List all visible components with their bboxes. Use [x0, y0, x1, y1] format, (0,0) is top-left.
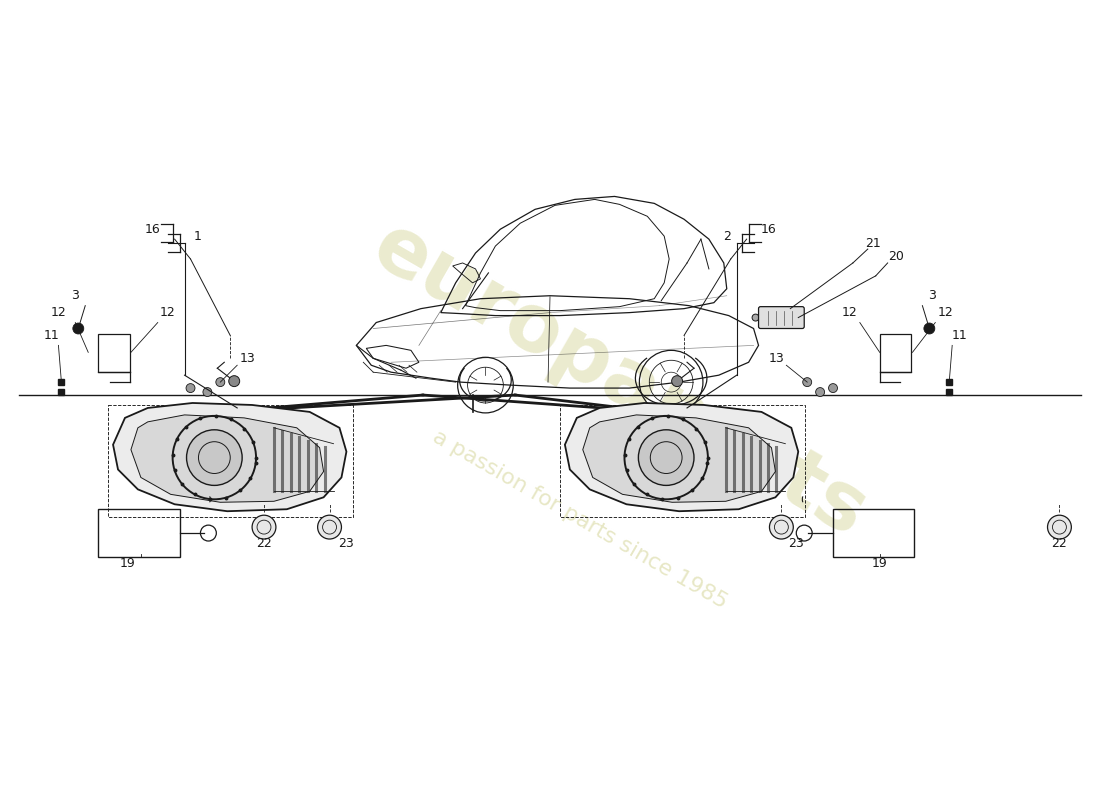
Polygon shape [131, 415, 323, 502]
Polygon shape [583, 415, 775, 502]
Circle shape [815, 387, 825, 397]
Text: 23: 23 [339, 538, 354, 550]
Polygon shape [113, 403, 346, 511]
Text: 21: 21 [865, 237, 881, 250]
Text: 11: 11 [44, 329, 59, 342]
Circle shape [1047, 515, 1071, 539]
Text: europaparts: europaparts [359, 207, 880, 554]
Text: 22: 22 [1052, 538, 1067, 550]
Circle shape [828, 384, 837, 393]
Circle shape [770, 515, 793, 539]
Text: 3: 3 [72, 290, 79, 302]
Text: 13: 13 [239, 352, 255, 365]
Text: 13: 13 [769, 352, 784, 365]
Text: 11: 11 [952, 329, 967, 342]
Circle shape [318, 515, 341, 539]
Text: 19: 19 [120, 558, 135, 570]
Text: 12: 12 [160, 306, 176, 319]
Text: 2: 2 [723, 230, 730, 242]
Circle shape [252, 515, 276, 539]
Text: 12: 12 [51, 306, 66, 319]
Text: 22: 22 [256, 538, 272, 550]
Circle shape [216, 378, 224, 386]
Circle shape [803, 378, 812, 386]
Text: a passion for parts since 1985: a passion for parts since 1985 [429, 426, 730, 612]
Circle shape [186, 384, 195, 393]
Text: 1: 1 [194, 230, 201, 242]
Text: 12: 12 [842, 306, 858, 319]
Circle shape [229, 376, 240, 386]
FancyBboxPatch shape [759, 306, 804, 329]
Text: 16: 16 [145, 222, 161, 236]
Circle shape [638, 430, 694, 486]
Text: 19: 19 [872, 558, 888, 570]
Circle shape [73, 323, 84, 334]
Text: 16: 16 [760, 222, 777, 236]
Circle shape [187, 430, 242, 486]
Circle shape [924, 323, 935, 334]
Text: 12: 12 [937, 306, 953, 319]
Circle shape [752, 314, 759, 321]
Text: 23: 23 [789, 538, 804, 550]
Polygon shape [565, 403, 799, 511]
Circle shape [672, 376, 683, 386]
Text: 3: 3 [928, 290, 936, 302]
Circle shape [202, 387, 212, 397]
Text: 20: 20 [888, 250, 903, 262]
